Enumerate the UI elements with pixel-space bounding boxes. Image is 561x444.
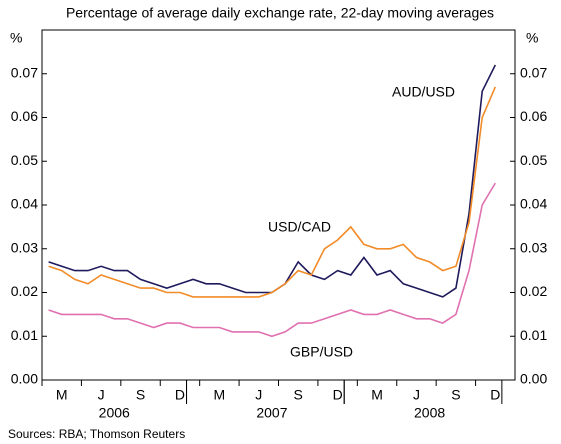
y-tick-label: 0.04	[11, 196, 38, 212]
year-label: 2008	[414, 405, 445, 421]
x-tick-label: M	[214, 387, 226, 403]
x-tick-label: D	[175, 387, 185, 403]
series-label: GBP/USD	[290, 344, 353, 360]
y-tick-label: 0.03	[11, 239, 38, 255]
y2-tick-label: 0.02	[520, 283, 547, 299]
x-tick-label: S	[451, 387, 460, 403]
y-tick-label: 0.01	[11, 327, 38, 343]
y-tick-label: 0.02	[11, 283, 38, 299]
series-line	[48, 86, 497, 298]
y-tick-label: 0.05	[11, 152, 38, 168]
y2-tick-label: 0.01	[520, 327, 547, 343]
x-tick-label: S	[136, 387, 145, 403]
source-note: Sources: RBA; Thomson Reuters	[8, 427, 185, 441]
x-tick-label: J	[98, 387, 105, 403]
x-tick-label: J	[255, 387, 262, 403]
series-line	[48, 182, 496, 338]
series-label: AUD/USD	[392, 84, 455, 100]
y-tick-label: 0.06	[11, 108, 38, 124]
y-tick-label: 0.07	[11, 64, 38, 80]
y2-unit: %	[526, 30, 538, 46]
series-label: USD/CAD	[268, 219, 331, 235]
y2-tick-label: 0.00	[520, 371, 547, 387]
x-tick-label: M	[56, 387, 68, 403]
y2-tick-label: 0.07	[520, 64, 547, 80]
y2-tick-label: 0.06	[520, 108, 547, 124]
x-tick-label: D	[333, 387, 343, 403]
y-tick-label: 0.00	[11, 371, 38, 387]
y2-tick-label: 0.04	[520, 196, 547, 212]
x-tick-label: S	[294, 387, 303, 403]
plot-frame	[41, 29, 516, 381]
y2-tick-label: 0.05	[520, 152, 547, 168]
year-label: 2007	[256, 405, 287, 421]
x-tick-label: M	[371, 387, 383, 403]
x-tick-label: D	[490, 387, 500, 403]
chart-subtitle: Percentage of average daily exchange rat…	[66, 5, 494, 21]
y-unit: %	[10, 30, 22, 46]
year-label: 2006	[99, 405, 130, 421]
y2-tick-label: 0.03	[520, 239, 547, 255]
x-tick-label: J	[413, 387, 420, 403]
